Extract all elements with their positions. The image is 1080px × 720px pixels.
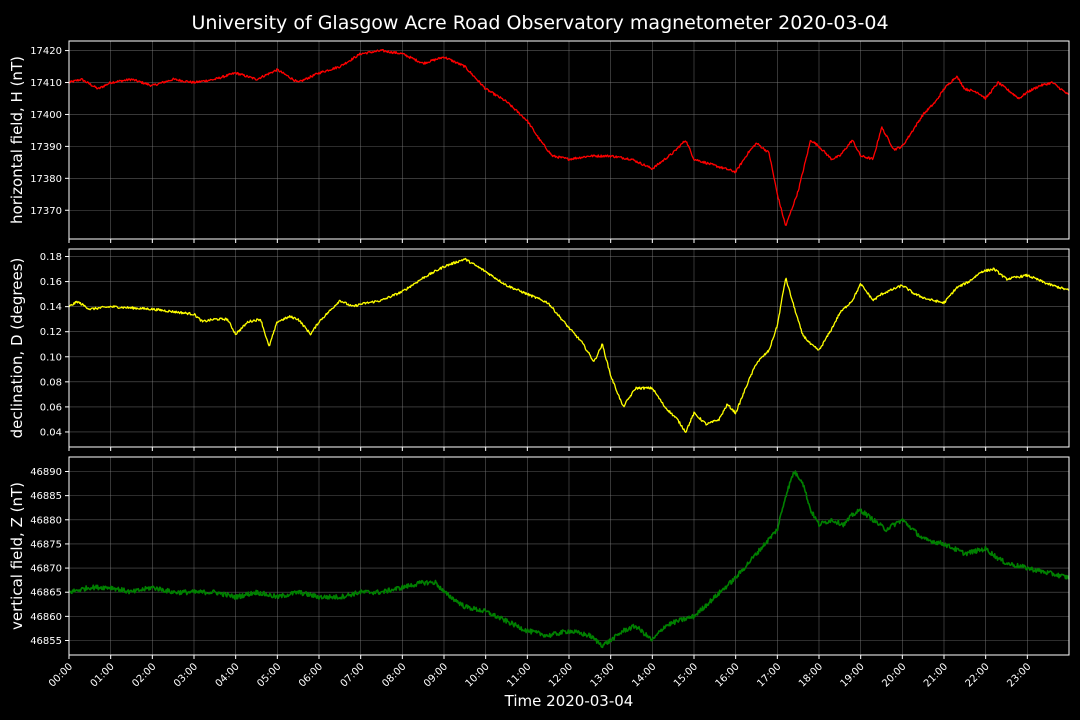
- y-tick-label: 46870: [30, 564, 62, 575]
- y-tick-label: 46865: [30, 588, 62, 599]
- y-tick-label: 46875: [30, 539, 62, 550]
- series-line: [68, 470, 1070, 649]
- y-tick-label: 0.18: [40, 252, 62, 263]
- y-tick-label: 0.08: [40, 377, 62, 388]
- y-tick-label: 46885: [30, 491, 62, 502]
- panel-frame: [68, 40, 1070, 240]
- y-axis-label: vertical field, Z (nT): [8, 482, 26, 630]
- y-tick-label: 46880: [30, 515, 62, 526]
- y-tick-label: 17400: [30, 110, 62, 121]
- y-tick-label: 17370: [30, 206, 62, 217]
- series-line: [68, 257, 1070, 433]
- y-tick-label: 0.06: [40, 402, 62, 413]
- y-tick-label: 0.10: [40, 352, 62, 363]
- y-tick-label: 0.14: [40, 302, 62, 313]
- y-tick-label: 17410: [30, 78, 62, 89]
- y-tick-label: 17390: [30, 142, 62, 153]
- panel-frame: [68, 456, 1070, 656]
- y-axis-label: declination, D (degrees): [8, 258, 26, 439]
- chart-title: University of Glasgow Acre Road Observat…: [191, 12, 888, 34]
- y-tick-label: 0.04: [40, 427, 62, 438]
- y-tick-label: 46855: [30, 636, 62, 647]
- y-tick-label: 17420: [30, 46, 62, 57]
- x-axis-label: Time 2020-03-04: [504, 692, 634, 710]
- y-tick-label: 0.12: [40, 327, 62, 338]
- y-tick-label: 17380: [30, 174, 62, 185]
- y-tick-label: 46860: [30, 612, 62, 623]
- y-tick-label: 46890: [30, 467, 62, 478]
- y-tick-label: 0.16: [40, 277, 62, 288]
- series-line: [68, 48, 1070, 226]
- panel-frame: [68, 248, 1070, 448]
- y-axis-label: horizontal field, H (nT): [8, 56, 26, 224]
